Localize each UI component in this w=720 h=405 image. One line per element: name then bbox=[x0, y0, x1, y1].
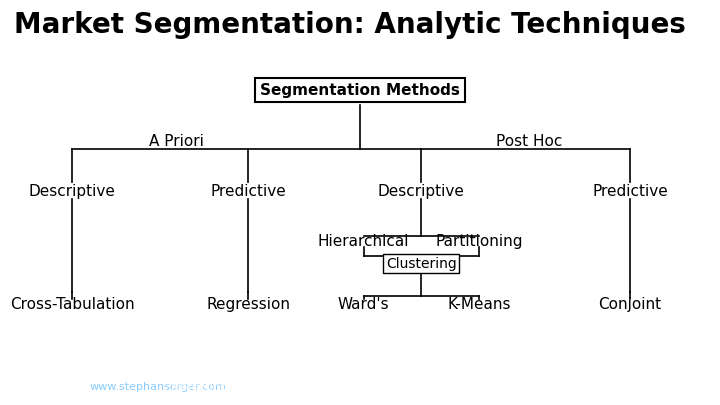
Text: www.stephansorger.com: www.stephansorger.com bbox=[90, 382, 227, 392]
Text: Predictive: Predictive bbox=[210, 184, 287, 199]
Text: Descriptive: Descriptive bbox=[29, 184, 115, 199]
Text: Cross-Tabulation: Cross-Tabulation bbox=[9, 296, 135, 311]
Text: Conjoint: Conjoint bbox=[598, 296, 662, 311]
Text: Market Segmentation: Analytic Techniques: Market Segmentation: Analytic Techniques bbox=[14, 11, 686, 39]
Text: Ward's: Ward's bbox=[338, 296, 390, 311]
Text: Descriptive: Descriptive bbox=[378, 184, 464, 199]
Text: Post Hoc: Post Hoc bbox=[496, 134, 562, 149]
Text: ; Marketing Analytics: Segmentation: Segment: 5: ; Marketing Analytics: Segmentation: Seg… bbox=[164, 382, 438, 392]
Text: Clustering: Clustering bbox=[386, 256, 456, 271]
Text: Hierarchical: Hierarchical bbox=[318, 234, 410, 249]
Text: Predictive: Predictive bbox=[592, 184, 668, 199]
Text: © Stephan Sorger 2015:: © Stephan Sorger 2015: bbox=[9, 382, 149, 392]
Text: Segmentation Methods: Segmentation Methods bbox=[260, 83, 460, 98]
Text: Partitioning: Partitioning bbox=[435, 234, 523, 249]
Text: A Priori: A Priori bbox=[149, 134, 204, 149]
Text: K-Means: K-Means bbox=[447, 296, 510, 311]
Text: Regression: Regression bbox=[207, 296, 290, 311]
